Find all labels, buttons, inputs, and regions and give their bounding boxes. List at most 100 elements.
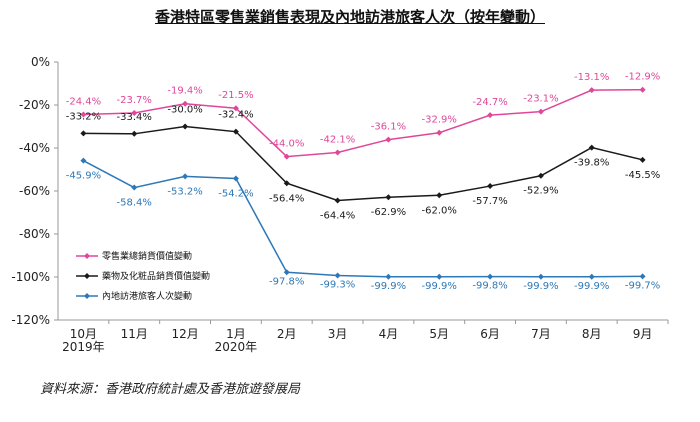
y-tick-label: -120% [11,313,50,327]
data-point [487,183,494,190]
data-label: -56.4% [269,193,304,204]
data-label: -23.1% [523,94,558,105]
data-label: -33.4% [117,112,152,123]
y-tick-label: -60% [19,184,50,198]
x-tick-label: 4月 [379,327,399,341]
data-point [537,108,544,115]
data-point [131,130,138,137]
data-point [385,194,392,201]
x-tick-label: 3月 [328,327,348,341]
data-point [588,144,595,151]
data-point [334,197,341,204]
data-point [131,109,138,116]
data-point [334,272,341,279]
data-label: -97.8% [269,276,304,287]
data-point [639,86,646,93]
x-tick-label: 9月 [633,327,653,341]
data-point [80,130,87,137]
data-label: -62.9% [371,207,406,218]
data-label: -57.7% [472,196,507,207]
data-label: -45.9% [66,171,101,182]
data-point [131,184,138,191]
data-label: -24.4% [66,96,101,107]
data-label: -32.9% [422,115,457,126]
data-point [588,87,595,94]
data-label: -36.1% [371,122,406,133]
data-label: -21.5% [218,90,253,101]
data-label: -52.9% [523,186,558,197]
series-line [83,125,643,202]
y-tick-label: -20% [19,98,50,112]
legend-swatch-marker [84,273,90,279]
x-tick-label: 10月 [70,327,97,341]
series-line [83,88,643,158]
data-label: -23.7% [117,95,152,106]
legend-entry: 藥物及化粧品銷貨價值變動 [102,270,210,282]
x-tick-label: 2月 [277,327,297,341]
data-point [385,136,392,143]
data-point [182,123,189,130]
data-label: -99.3% [320,279,355,290]
data-point [232,175,239,182]
data-label: -99.9% [523,281,558,292]
data-label: -12.9% [625,72,660,83]
data-label: -32.4% [218,110,253,121]
data-point [487,112,494,119]
data-label: -58.4% [117,198,152,209]
data-point [537,172,544,179]
x-tick-label: 5月 [429,327,449,341]
data-point [588,273,595,280]
data-point [436,273,443,280]
data-label: -99.8% [472,281,507,292]
y-tick-label: -80% [19,227,50,241]
data-label: -54.2% [218,189,253,200]
data-point [283,269,290,276]
data-point [639,273,646,280]
data-point [487,273,494,280]
data-point [80,111,87,118]
data-label: -13.1% [574,72,609,83]
data-point [334,149,341,156]
data-label: -39.8% [574,158,609,169]
legend-swatch-marker [84,293,90,299]
x-tick-label: 12月 [171,327,198,341]
data-label: -24.7% [472,97,507,108]
y-tick-label: -40% [19,141,50,155]
legend-entry: 內地訪港旅客人次變動 [102,290,192,302]
data-label: -99.9% [574,281,609,292]
data-point [182,173,189,180]
data-point [80,157,87,164]
data-label: -53.2% [167,186,202,197]
x-tick-label: 11月 [121,327,148,341]
data-point [283,180,290,187]
data-label: -33.2% [66,111,101,122]
data-point [283,153,290,160]
data-label: -99.9% [371,281,406,292]
legend-entry: 零售業總銷貨價值變動 [102,250,192,262]
source-note: 資料來源：香港政府統計處及香港旅遊發展局 [40,382,301,397]
data-label-layer: -24.4% -23.7% -19.4% -21.5% -44.0% -42.1% -36.… [66,72,661,292]
data-label: -45.5% [625,170,660,181]
data-label: -42.1% [320,135,355,146]
data-label: -62.0% [422,205,457,216]
data-point [385,273,392,280]
data-label: -44.0% [269,139,304,150]
x-tick-label: 6月 [480,327,500,341]
data-label: -30.0% [167,105,202,116]
data-point [436,129,443,136]
legend-swatch-marker [84,253,90,259]
data-label: -64.4% [320,210,355,221]
data-label: -99.9% [422,281,457,292]
x-tick-label: 7月 [531,327,551,341]
series-line [83,160,643,278]
y-tick-label: -100% [11,270,50,284]
data-point [232,128,239,135]
data-label: -19.4% [167,86,202,97]
x-tick-label: 1月 [226,327,246,341]
data-point [232,105,239,112]
data-label: -99.7% [625,280,660,291]
chart-title: 香港特區零售業銷售表現及內地訪港旅客人次（按年變動） [154,8,545,26]
